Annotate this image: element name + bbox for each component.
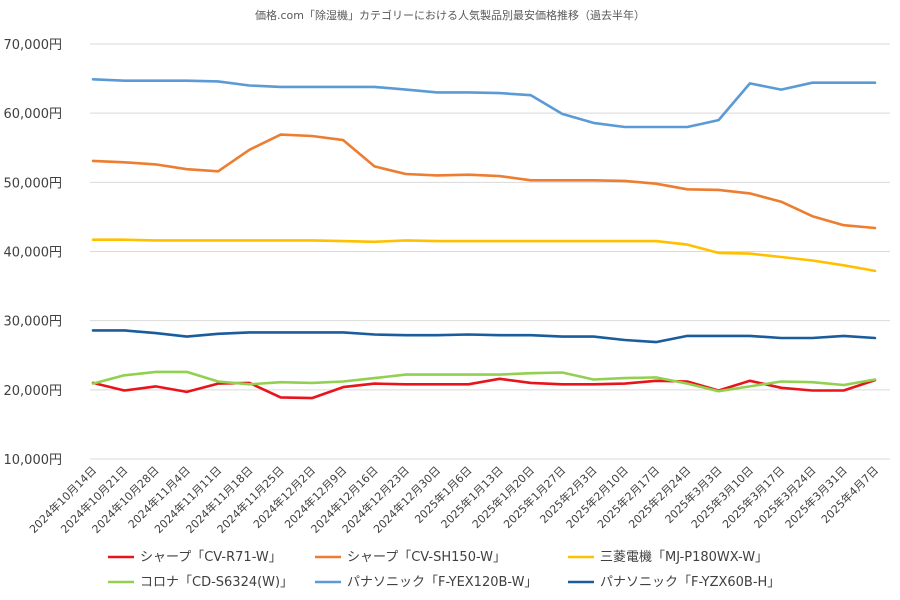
legend-item: パナソニック「F-YZX60B-H」 bbox=[568, 575, 780, 590]
legend: シャープ「CV-R71-W」 シャープ「CV-SH150-W」 三菱電機「MJ-P1… bbox=[108, 550, 780, 590]
y-tick-label: 50,000円 bbox=[4, 176, 63, 191]
legend-label: 三菱電機「MJ-P180WX-W」 bbox=[600, 550, 768, 565]
y-tick-label: 30,000円 bbox=[4, 315, 63, 330]
series-line bbox=[91, 238, 877, 273]
y-tick-label: 20,000円 bbox=[4, 384, 63, 399]
y-tick-label: 70,000円 bbox=[4, 38, 63, 53]
series-line bbox=[91, 133, 877, 230]
x-axis-ticks: 2024年10月14日2024年10月21日2024年10月28日2024年11… bbox=[26, 463, 881, 536]
legend-item: コロナ「CD-S6324(W)」 bbox=[108, 575, 293, 590]
series-lines bbox=[91, 78, 877, 400]
y-tick-label: 60,000円 bbox=[4, 107, 63, 122]
y-tick-label: 40,000円 bbox=[4, 246, 63, 261]
legend-label: パナソニック「F-YZX60B-H」 bbox=[600, 575, 780, 590]
gridlines bbox=[90, 43, 890, 460]
chart-title: 価格.com「除湿機」カテゴリーにおける人気製品別最安価格推移（過去半年） bbox=[255, 8, 645, 22]
legend-item: シャープ「CV-SH150-W」 bbox=[315, 550, 506, 565]
series-line bbox=[91, 370, 877, 393]
series-line bbox=[91, 329, 877, 344]
series-line bbox=[91, 377, 877, 400]
y-tick-label: 10,000円 bbox=[4, 453, 63, 468]
legend-item: シャープ「CV-R71-W」 bbox=[108, 550, 282, 565]
legend-label: コロナ「CD-S6324(W)」 bbox=[140, 575, 293, 590]
series-line bbox=[91, 78, 877, 129]
y-axis-ticks: 10,000円 20,000円 30,000円 40,000円 50,000円 60,00… bbox=[4, 38, 63, 468]
legend-label: シャープ「CV-R71-W」 bbox=[140, 550, 282, 565]
legend-item: パナソニック「F-YEX120B-W」 bbox=[315, 575, 537, 590]
legend-item: 三菱電機「MJ-P180WX-W」 bbox=[568, 550, 768, 565]
legend-label: パナソニック「F-YEX120B-W」 bbox=[347, 575, 537, 590]
legend-label: シャープ「CV-SH150-W」 bbox=[347, 550, 506, 565]
